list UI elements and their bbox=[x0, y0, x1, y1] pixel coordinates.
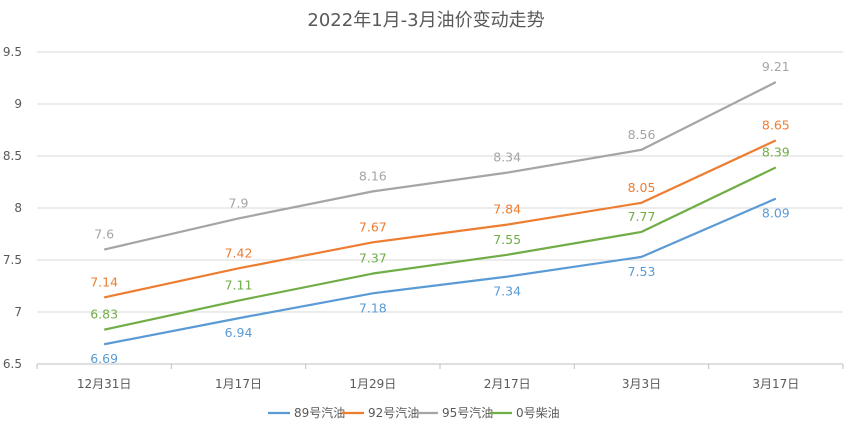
series-lines bbox=[103, 81, 777, 346]
data-label: 8.16 bbox=[359, 168, 387, 183]
data-label: 7.55 bbox=[493, 232, 521, 247]
x-tick-label: 1月29日 bbox=[349, 377, 396, 391]
data-label: 8.65 bbox=[762, 117, 790, 132]
y-tick-label: 9 bbox=[14, 97, 22, 111]
data-label: 7.53 bbox=[628, 264, 656, 279]
legend-label: 0号柴油 bbox=[516, 406, 560, 420]
y-tick-label: 7 bbox=[14, 305, 22, 319]
x-tick-label: 3月3日 bbox=[622, 377, 661, 391]
legend-item-2[interactable]: 95号汽油 bbox=[416, 405, 493, 420]
data-label: 7.34 bbox=[493, 284, 521, 299]
data-label: 7.14 bbox=[90, 274, 118, 289]
chart-title: 2022年1月-3月油价变动走势 bbox=[307, 10, 544, 31]
y-tick-label: 8 bbox=[14, 201, 22, 215]
series-line-3 bbox=[103, 166, 777, 331]
legend-label: 95号汽油 bbox=[442, 405, 493, 420]
legend-item-3[interactable]: 0号柴油 bbox=[490, 406, 560, 420]
data-label: 6.83 bbox=[90, 307, 118, 322]
data-label: 8.34 bbox=[493, 150, 521, 165]
x-tick-label: 12月31日 bbox=[77, 377, 132, 391]
series-line-0 bbox=[103, 197, 777, 346]
legend-label: 92号汽油 bbox=[368, 405, 419, 420]
x-tick-label: 3月17日 bbox=[752, 377, 799, 391]
series-line-2 bbox=[103, 81, 777, 251]
data-label: 7.77 bbox=[628, 209, 656, 224]
data-label: 7.37 bbox=[359, 251, 387, 266]
gridlines bbox=[37, 51, 843, 313]
data-label: 7.67 bbox=[359, 219, 387, 234]
data-label: 7.42 bbox=[225, 245, 253, 260]
data-label: 6.69 bbox=[90, 351, 118, 366]
data-labels: 6.69 6.94 7.18 7.34 7.53 8.09 7.14 7.42 7.67 7.84… bbox=[90, 59, 790, 366]
data-label: 7.11 bbox=[225, 278, 253, 293]
series-line-1 bbox=[103, 139, 777, 299]
y-axis-ticks: 6.5 7 7.5 8 8.5 9 9.5 bbox=[3, 45, 22, 371]
data-label: 6.94 bbox=[225, 325, 253, 340]
data-label: 7.6 bbox=[94, 227, 114, 242]
legend-item-0[interactable]: 89号汽油 bbox=[268, 405, 345, 420]
y-tick-label: 6.5 bbox=[3, 357, 22, 371]
legend[interactable]: 89号汽油 92号汽油 95号汽油 0号柴油 bbox=[268, 405, 560, 420]
y-tick-label: 9.5 bbox=[3, 45, 22, 59]
y-tick-label: 7.5 bbox=[3, 253, 22, 267]
data-label: 9.21 bbox=[762, 59, 790, 74]
data-label: 8.39 bbox=[762, 144, 790, 159]
legend-item-1[interactable]: 92号汽油 bbox=[342, 405, 419, 420]
y-tick-label: 8.5 bbox=[3, 149, 22, 163]
x-tick-label: 1月17日 bbox=[215, 377, 262, 391]
data-label: 8.05 bbox=[628, 180, 656, 195]
legend-label: 89号汽油 bbox=[294, 405, 345, 420]
data-label: 7.9 bbox=[229, 195, 249, 210]
data-label: 8.56 bbox=[628, 127, 656, 142]
data-label: 8.09 bbox=[762, 206, 790, 221]
data-label: 7.18 bbox=[359, 300, 387, 315]
x-axis: 12月31日 1月17日 1月29日 2月17日 3月3日 3月17日 bbox=[36, 363, 844, 391]
data-label: 7.84 bbox=[493, 202, 521, 217]
x-tick-label: 2月17日 bbox=[484, 377, 531, 391]
